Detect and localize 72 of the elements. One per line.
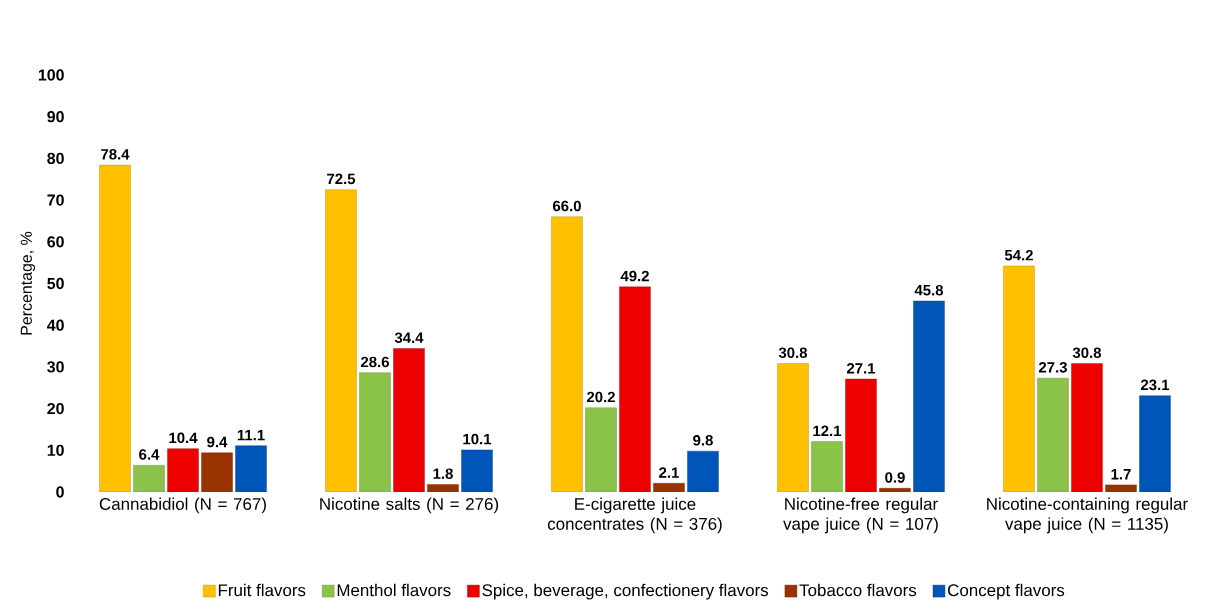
data-label: 30.8 [1072,347,1102,359]
bar [551,216,583,492]
data-label: 23.1 [1140,379,1170,391]
y-tick-label: 100 [38,69,64,81]
data-label: 6.4 [139,449,160,460]
bar [913,300,945,492]
bar [879,488,911,492]
legend-label: Menthol flavors [337,583,451,597]
x-tick-label: Nicotine-containing regular vape juice (N = 1135) [987,497,1188,534]
x-tick-label: Nicotine salts (N = 276) [320,497,499,514]
data-label: 72.5 [327,173,356,185]
y-tick-label: 50 [47,277,64,290]
bar [1139,395,1171,492]
legend-label: Concept flavors [948,583,1065,600]
data-label: 54.2 [1004,249,1033,261]
x-tick-label: Cannabidiol (N = 767) [99,497,266,514]
data-label: 1.7 [1111,469,1131,480]
data-label: 0.9 [885,472,905,483]
data-label: 11.1 [237,429,265,441]
data-label: 66.0 [552,200,581,212]
y-tick-label: 10 [47,444,64,456]
data-label: 34.4 [394,332,424,344]
data-label: 10.4 [169,432,198,444]
data-label: 27.1 [846,363,876,374]
bar [777,363,809,492]
data-label: 28.6 [360,356,389,368]
bar [133,465,165,492]
data-label: 20.2 [586,391,615,403]
bar [1003,265,1035,492]
data-label: 27.3 [1038,362,1067,373]
data-label: 78.4 [101,148,130,160]
bar [1071,363,1103,492]
legend-label: Tobacco flavors [799,583,917,597]
y-tick-label: 90 [47,111,64,123]
data-label: 49.2 [620,270,649,282]
y-axis-title: Percentage, % [20,231,36,335]
bar [1105,484,1137,492]
x-tick-label: E-cigarette juice concentrates (N = 376) [547,497,722,534]
y-tick-label: 60 [47,236,64,248]
y-tick-label: 40 [46,319,64,331]
y-tick-label: 70 [47,194,64,206]
bar [653,483,685,492]
data-label: 9.4 [207,436,228,448]
data-label: 10.1 [463,433,492,445]
bar [359,372,391,492]
bar [1037,377,1069,492]
bar [811,441,843,492]
bar [687,450,719,492]
bar [427,484,459,492]
y-tick-label: 80 [47,152,64,165]
data-label: 45.8 [914,284,944,296]
data-label: 30.8 [778,347,808,359]
bar [393,348,425,492]
bar [619,286,651,492]
y-tick-label: 30 [47,361,64,373]
bar [167,448,199,492]
bar [461,449,493,492]
data-label: 9.8 [693,435,713,446]
bar [235,445,267,492]
legend-label: Fruit flavors [218,583,306,597]
legend-label: Spice, beverage, confectionery flavors [482,583,769,600]
y-tick-label: 0 [56,486,64,498]
data-label: 2.1 [659,467,679,478]
data-label: 1.8 [433,468,453,479]
x-tick-label: Nicotine-free regular vape juice (N = 107) [783,497,938,534]
data-label: 12.1 [813,425,842,437]
bar [845,378,877,492]
bar [585,407,617,492]
y-tick-label: 20 [47,402,64,415]
bar [325,189,357,492]
bar [99,164,131,492]
bar [201,452,233,492]
